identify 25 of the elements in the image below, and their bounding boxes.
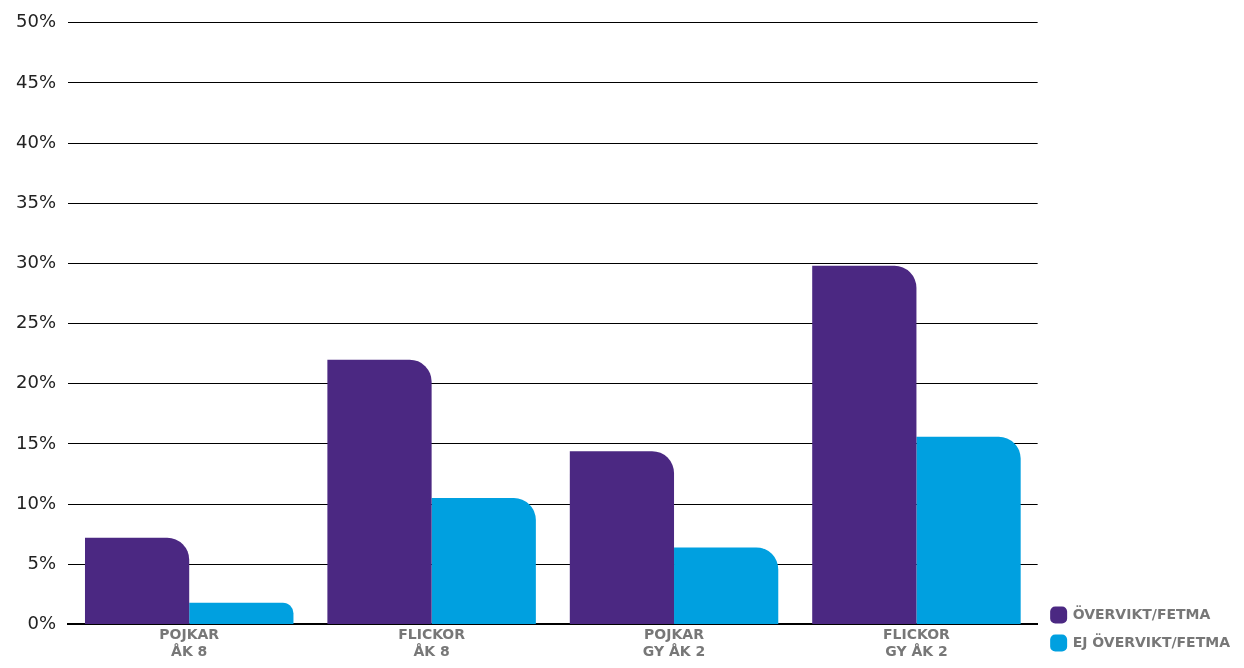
y-tick-label: 30%: [15, 251, 57, 273]
bar: [812, 265, 917, 624]
y-tick-label: 40%: [15, 130, 57, 152]
bar: [189, 602, 294, 624]
bar: [84, 537, 190, 624]
bar: [327, 359, 432, 624]
y-tick-label: 20%: [15, 371, 57, 393]
bar: [674, 547, 779, 624]
y-tick-label: 50%: [15, 10, 57, 32]
y-tick-label: 35%: [15, 190, 57, 212]
legend-label: EJ ÖVERVIKT/FETMA: [1072, 632, 1231, 650]
y-tick-label: 0%: [27, 612, 57, 634]
x-tick-label: POJKAR ÅK 8: [159, 626, 220, 660]
y-tick-label: 15%: [15, 431, 57, 453]
y-tick-label: 5%: [27, 551, 57, 573]
y-tick-label: 10%: [15, 491, 57, 513]
x-tick-label: FLICKOR ÅK 8: [398, 626, 466, 660]
x-tick-label: POJKAR GY ÅK 2: [642, 626, 706, 660]
bar: [569, 451, 675, 624]
bar: [916, 436, 1021, 624]
x-tick-label: FLICKOR GY ÅK 2: [883, 626, 951, 660]
y-tick-label: 45%: [15, 70, 57, 92]
y-tick-label: 25%: [15, 311, 57, 333]
bar: [431, 498, 536, 624]
legend-label: ÖVERVIKT/FETMA: [1072, 604, 1211, 622]
